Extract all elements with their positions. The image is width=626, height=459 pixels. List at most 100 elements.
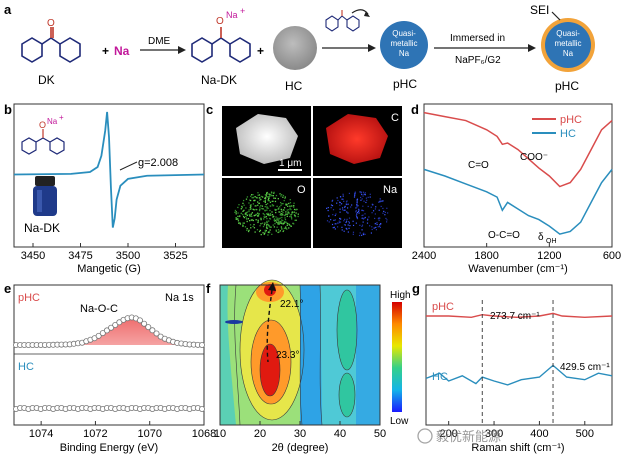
phc2-label: pHC <box>555 79 579 93</box>
panel-label-a: a <box>4 2 12 17</box>
g-tick-label: 400 <box>530 428 548 440</box>
o-dot <box>291 211 294 213</box>
na-dot <box>378 225 381 228</box>
d-annot-delta: δ <box>538 232 544 243</box>
e-phc-point <box>112 321 119 328</box>
o-dot <box>256 208 258 211</box>
na-dot <box>364 217 366 219</box>
o-dot <box>264 231 266 233</box>
o-dot <box>255 213 258 215</box>
phc-sphere <box>380 21 428 69</box>
o-dot <box>234 209 237 212</box>
hc-label: HC <box>285 79 303 93</box>
na-dot <box>336 202 338 204</box>
e-phc-point <box>103 327 110 334</box>
o-dot <box>235 213 237 215</box>
o-dot <box>273 218 276 220</box>
eds-c-particle <box>326 114 388 164</box>
o-dot <box>259 225 261 227</box>
o-dot <box>293 223 295 225</box>
panel-e: e 1074 1072 1070 1068 pHC HC Na 1s Na-O-C B… <box>4 281 216 454</box>
o-dot <box>248 209 250 211</box>
o-dot <box>268 225 271 227</box>
o-dot <box>250 219 253 221</box>
o-dot <box>286 215 288 217</box>
o-dot <box>250 195 252 197</box>
eds-o-dots <box>234 191 299 236</box>
o-dot <box>293 202 295 204</box>
g-phc-label: pHC <box>432 301 454 313</box>
o-dot <box>283 207 286 209</box>
o-dot <box>250 194 253 196</box>
heat-left <box>220 285 236 425</box>
na-dot <box>360 191 363 193</box>
o-dot <box>281 216 283 219</box>
na-dot <box>330 219 332 221</box>
na-dot <box>346 220 348 222</box>
o-dot <box>269 218 272 220</box>
o-dot <box>244 213 247 215</box>
na-dot <box>383 210 385 212</box>
na-dot <box>344 205 346 207</box>
o-dot <box>257 212 259 214</box>
o-dot <box>289 205 292 207</box>
na-dot <box>348 217 351 219</box>
o-dot <box>274 209 276 211</box>
na-dot <box>361 229 363 231</box>
na-dot <box>334 223 336 225</box>
o-dot <box>277 231 279 234</box>
o-dot <box>264 209 266 211</box>
d-legend-hc: HC <box>560 128 576 140</box>
na-dot <box>348 222 350 224</box>
panel-g: g pHC HC 273.7 cm⁻¹ 429.5 cm⁻¹ 200 300 400… <box>412 281 613 454</box>
na-dot <box>357 210 360 213</box>
o-dot <box>242 215 245 218</box>
e-phc-label: pHC <box>18 292 40 304</box>
o-dot <box>273 191 275 193</box>
na-dot <box>358 209 360 211</box>
o-dot <box>252 219 254 222</box>
o-dot <box>261 196 264 198</box>
o-dot <box>281 213 283 215</box>
na-reagent: Na <box>114 44 130 58</box>
na-dot <box>328 221 330 223</box>
o-dot <box>242 225 244 227</box>
na-dot <box>340 218 342 220</box>
na-dot <box>364 194 366 196</box>
o-dot <box>253 223 255 226</box>
o-dot <box>236 218 238 220</box>
panel-g-frame <box>425 284 613 426</box>
o-dot <box>291 218 293 220</box>
o-dot <box>249 224 252 226</box>
o-dot <box>287 211 289 213</box>
na-dot <box>347 231 349 233</box>
o-dot <box>246 213 248 216</box>
o-dot <box>286 209 288 211</box>
o-dot <box>245 198 248 200</box>
b-inset-o: O <box>39 120 46 130</box>
na-dot <box>356 203 358 206</box>
nadk-na: Na <box>226 10 238 20</box>
o-dot <box>264 197 266 199</box>
o-dot <box>284 218 287 221</box>
o-dot <box>269 212 272 215</box>
o-dot <box>237 215 239 218</box>
o-dot <box>267 223 269 226</box>
o-dot <box>239 222 241 224</box>
ftir-hc <box>423 168 613 235</box>
o-dot <box>257 215 260 217</box>
nadk-plus: + <box>240 6 245 16</box>
e-phc-point <box>149 327 156 334</box>
phc2-core <box>545 22 591 68</box>
na-dot <box>354 194 356 196</box>
o-dot <box>237 206 239 209</box>
o-dot <box>280 208 282 211</box>
o-dot <box>264 216 266 218</box>
o-dot <box>250 204 253 206</box>
hc-sphere <box>273 26 317 70</box>
na-dot <box>333 219 335 221</box>
o-dot <box>235 211 237 213</box>
o-dot <box>245 212 247 214</box>
na-dot <box>362 218 365 220</box>
e-peak-label: Na-O-C <box>80 303 118 315</box>
